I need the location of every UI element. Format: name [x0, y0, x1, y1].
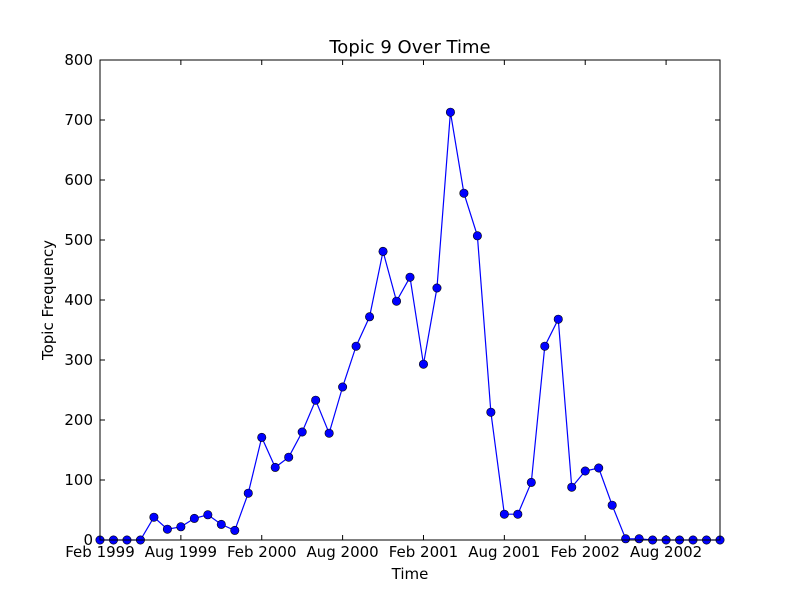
y-tick-label: 700: [64, 111, 93, 129]
x-tick-label: Aug 1999: [145, 543, 217, 561]
data-point: [513, 509, 523, 519]
y-tick-label: 0: [83, 531, 93, 549]
data-point: [486, 407, 496, 417]
data-point: [621, 534, 631, 544]
data-point: [311, 395, 321, 405]
data-point: [297, 427, 307, 437]
data-point: [257, 432, 267, 442]
chart-title: Topic 9 Over Time: [328, 37, 490, 58]
data-point: [378, 246, 388, 256]
data-point: [365, 312, 375, 322]
series-layer: [95, 107, 725, 545]
data-point: [540, 341, 550, 351]
data-point: [176, 522, 186, 532]
data-point: [405, 272, 415, 282]
y-tick-label: 300: [64, 351, 93, 369]
data-point: [243, 488, 253, 498]
data-point: [567, 482, 577, 492]
x-tick-label: Feb 2002: [550, 543, 620, 561]
data-point: [338, 382, 348, 392]
y-tick-label: 600: [64, 171, 93, 189]
y-axis-label: Topic Frequency: [39, 240, 57, 361]
data-point: [189, 513, 199, 523]
data-point: [149, 512, 159, 522]
data-point: [432, 283, 442, 293]
y-tick-label: 800: [64, 51, 93, 69]
x-tick-label: Feb 2000: [227, 543, 297, 561]
x-tick-label: Aug 2002: [630, 543, 702, 561]
x-tick-label: Aug 2000: [306, 543, 378, 561]
data-point: [580, 466, 590, 476]
data-point: [230, 525, 240, 535]
data-point: [445, 107, 455, 117]
data-point: [351, 341, 361, 351]
data-point: [499, 509, 509, 519]
data-point: [284, 452, 294, 462]
y-tick-label: 100: [64, 471, 93, 489]
axis-ticks: 0 100 200 300 400 500 600 700 800 Feb 1999 Aug 199…: [64, 51, 720, 561]
y-tick-label: 400: [64, 291, 93, 309]
x-tick-label: Aug 2001: [468, 543, 540, 561]
data-point: [594, 463, 604, 473]
data-point: [526, 477, 536, 487]
data-point: [270, 462, 280, 472]
data-point: [324, 428, 334, 438]
data-point: [392, 296, 402, 306]
data-point: [472, 231, 482, 241]
data-point: [634, 534, 644, 544]
data-point: [162, 524, 172, 534]
data-point: [216, 519, 226, 529]
data-point: [418, 359, 428, 369]
data-point: [607, 500, 617, 510]
plot-frame: [99, 59, 721, 541]
data-point: [459, 188, 469, 198]
x-tick-label: Feb 1999: [65, 543, 135, 561]
y-tick-label: 500: [64, 231, 93, 249]
y-tick-label: 200: [64, 411, 93, 429]
x-axis-label: Time: [391, 565, 429, 583]
x-tick-label: Feb 2001: [389, 543, 459, 561]
data-point: [553, 314, 563, 324]
data-point: [203, 510, 213, 520]
